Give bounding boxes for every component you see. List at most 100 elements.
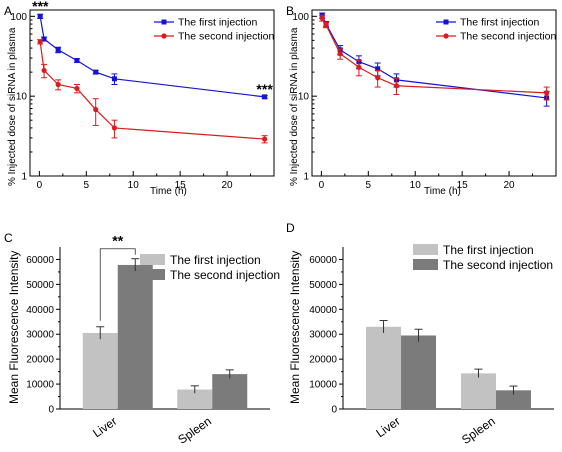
y-ticks-a: 1 10 100 — [10, 12, 35, 183]
y-tick-label-a: 100 — [10, 12, 27, 23]
x-tick-label-a: 5 — [84, 180, 90, 191]
x-tick-label-b: 0 — [319, 180, 325, 191]
annotations-a: *** *** — [32, 0, 273, 97]
data-point-a-0 — [262, 94, 268, 100]
data-point-a-1 — [37, 39, 43, 45]
data-point-b-0 — [375, 66, 381, 72]
legend-marker-a-0 — [161, 19, 167, 25]
annotations-c: ** — [99, 233, 136, 321]
x-axis-label-a: Time (h) — [150, 186, 187, 197]
panel-c: C 0 10000 20000 30000 40000 50000 60000 Liver S… — [4, 231, 280, 447]
legend-swatch-d-0 — [413, 244, 438, 255]
data-point-a-0 — [93, 69, 99, 75]
legend-label-a-0: The first injection — [178, 17, 258, 29]
y-axis-label-b: % Injected dose of siRNA in plasma — [289, 27, 300, 186]
x-tick-label-a: 10 — [128, 180, 140, 191]
bar-d-spleen-0 — [460, 373, 496, 409]
y-tick-label-d: 0 — [331, 405, 337, 416]
legend-swatch-c-0 — [140, 254, 165, 265]
y-ticks-b: 1 10 100 — [292, 12, 317, 183]
y-tick-label-c: 20000 — [26, 355, 54, 366]
panel-label-a: A — [4, 4, 12, 18]
data-point-b-1 — [375, 75, 381, 81]
bar-d-liver-0 — [366, 326, 402, 409]
series-line-a-1 — [39, 41, 265, 140]
x-ticks-b: 0 5 10 15 20 — [319, 171, 557, 191]
data-point-a-1 — [93, 106, 99, 113]
panel-d: D 0 10000 20000 30000 40000 50000 60000 Liver S… — [286, 221, 554, 447]
significance-bracket-c — [99, 248, 136, 321]
plot-frame-a — [29, 9, 275, 177]
legend-marker-b-0 — [443, 19, 449, 25]
data-point-a-1 — [262, 136, 268, 142]
y-tick-label-b: 1 — [303, 172, 309, 183]
data-point-b-1 — [319, 15, 325, 21]
bar-d-spleen-1 — [495, 390, 531, 409]
bars-c: Liver Spleen — [82, 258, 248, 447]
x-tick-label-a: 0 — [37, 180, 43, 191]
x-tick-label-c-spleen: Spleen — [175, 414, 214, 447]
legend-marker-a-1 — [161, 33, 167, 39]
x-tick-label-d-spleen: Spleen — [459, 414, 498, 447]
series-a — [37, 13, 268, 144]
y-tick-label-d: 40000 — [309, 305, 337, 316]
bar-c-liver-0 — [82, 332, 118, 409]
legend-label-c-0: The first injection — [170, 253, 261, 267]
legend-b: The first injection The second injection — [436, 17, 556, 43]
legend-label-b-1: The second injection — [460, 31, 556, 43]
bar-c-liver-1 — [117, 264, 153, 409]
data-point-a-0 — [111, 76, 117, 82]
significance-marker-c: ** — [112, 233, 123, 249]
data-point-a-0 — [55, 47, 61, 53]
y-tick-label-d: 10000 — [309, 380, 337, 391]
y-axis-label-c: Mean Fluorescence Intensity — [7, 251, 21, 404]
legend-swatch-c-1 — [140, 269, 165, 280]
x-ticks-a: 0 5 10 15 20 — [37, 171, 275, 191]
legend-marker-b-1 — [443, 33, 449, 39]
x-tick-label-b: 15 — [457, 180, 469, 191]
panel-label-b: B — [286, 4, 294, 18]
legend-label-a-1: The second injection — [178, 31, 274, 43]
bar-c-spleen-0 — [177, 389, 213, 409]
y-tick-label-c: 40000 — [26, 305, 54, 316]
legend-label-b-0: The first injection — [460, 17, 540, 29]
y-axis-label-a: % Injected dose of siRNA in plasma — [7, 27, 18, 186]
x-axis-label-b: Time (h) — [424, 186, 461, 197]
legend-label-d-0: The first injection — [443, 243, 534, 257]
significance-marker-a-0: *** — [32, 0, 49, 14]
legend-swatch-d-1 — [413, 259, 438, 270]
y-tick-label-b: 10 — [298, 92, 310, 103]
bar-d-liver-1 — [401, 335, 437, 409]
y-tick-label-b: 100 — [292, 12, 309, 23]
significance-marker-a-1: *** — [256, 81, 273, 97]
data-point-b-1 — [337, 51, 343, 57]
data-point-a-1 — [111, 125, 118, 131]
x-tick-label-b: 10 — [410, 180, 422, 191]
legend-a: The first injection The second injection — [154, 17, 274, 43]
y-tick-label-c: 0 — [48, 405, 54, 416]
panel-a: A 1 10 100 0 5 10 15 20 *** *** The first injec… — [4, 0, 275, 197]
y-axis-label-d: Mean Fluorescence Intensity — [288, 251, 302, 404]
y-tick-label-a: 10 — [16, 92, 28, 103]
bar-c-spleen-1 — [212, 374, 248, 409]
data-point-b-1 — [323, 22, 329, 28]
x-tick-label-c-liver: Liver — [90, 414, 119, 440]
data-point-b-1 — [544, 90, 550, 96]
series-b — [319, 12, 550, 107]
data-point-a-0 — [41, 36, 47, 42]
y-tick-label-c: 60000 — [26, 255, 54, 266]
x-tick-label-d-liver: Liver — [373, 414, 402, 440]
y-tick-label-c: 30000 — [26, 330, 54, 341]
data-point-a-1 — [74, 85, 80, 92]
legend-label-d-1: The second injection — [443, 258, 553, 272]
y-tick-label-c: 50000 — [26, 280, 54, 291]
plot-frame-b — [311, 9, 557, 177]
x-tick-label-b: 5 — [366, 180, 372, 191]
series-line-b-1 — [321, 17, 547, 94]
data-point-a-1 — [41, 67, 47, 74]
data-point-a-0 — [74, 57, 80, 63]
legend-label-c-1: The second injection — [170, 268, 280, 282]
